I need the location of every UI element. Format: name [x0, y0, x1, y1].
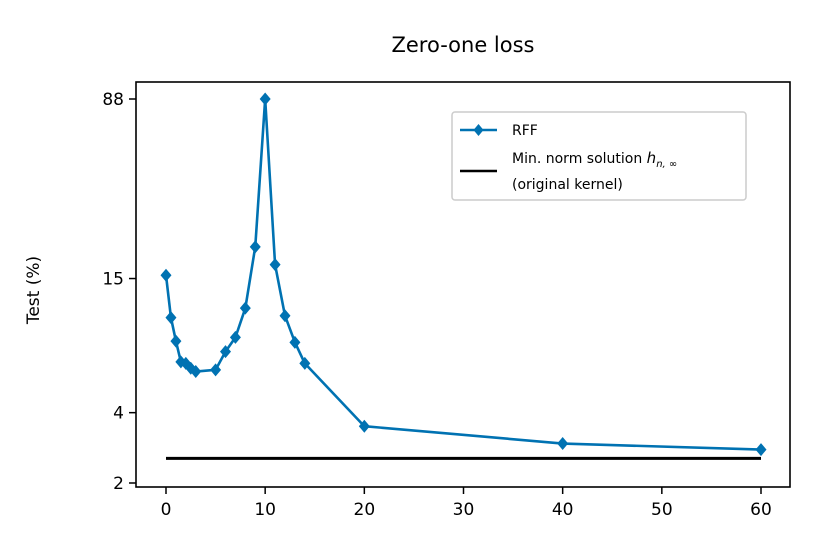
legend-min-norm-subscript: n, ∞: [656, 159, 677, 170]
rff-data-point: [170, 334, 182, 348]
rff-data-point: [299, 356, 311, 370]
x-tick-label: 60: [750, 500, 772, 520]
rff-data-point: [249, 240, 261, 254]
plot-area-frame: [135, 81, 791, 488]
rff-data-point: [160, 268, 172, 282]
x-tick-label: 40: [552, 500, 574, 520]
x-tick-label: 50: [651, 500, 673, 520]
legend-rff-label: RFF: [512, 123, 538, 139]
x-tick-label: 30: [453, 500, 475, 520]
rff-data-point: [358, 419, 370, 433]
legend-min-norm-prefix: Min. norm solution: [512, 151, 647, 167]
rff-data-point: [165, 311, 177, 325]
legend-min-norm-italic: h: [647, 149, 657, 167]
rff-data-point: [220, 345, 231, 359]
y-axis-label: Test (%): [24, 256, 44, 325]
y-tick-label: 15: [102, 270, 124, 290]
y-tick-label: 2: [113, 474, 124, 494]
rff-data-point: [239, 301, 251, 315]
x-tick-label: 10: [254, 500, 276, 520]
x-tick-label: 0: [161, 500, 172, 520]
rff-data-point: [229, 330, 241, 344]
legend: RFF Min. norm solution hn, ∞ (original k…: [451, 111, 747, 201]
rff-data-point: [289, 335, 301, 349]
legend-min-norm-line2: (original kernel): [512, 177, 623, 193]
rff-data-point: [279, 309, 291, 323]
chart-title: Zero-one loss: [391, 33, 534, 57]
rff-data-point: [755, 443, 767, 457]
rff-data-point: [557, 437, 569, 451]
legend-rff-marker: [473, 124, 484, 136]
rff-data-point: [190, 365, 202, 379]
y-tick-label: 88: [102, 90, 124, 110]
legend-box: [451, 111, 747, 201]
y-tick-label: 4: [113, 404, 124, 424]
legend-min-norm-label: Min. norm solution hn, ∞: [512, 149, 677, 170]
rff-data-point: [259, 92, 271, 106]
rff-data-point: [210, 363, 222, 377]
x-tick-label: 20: [354, 500, 376, 520]
rff-data-point: [269, 258, 281, 272]
